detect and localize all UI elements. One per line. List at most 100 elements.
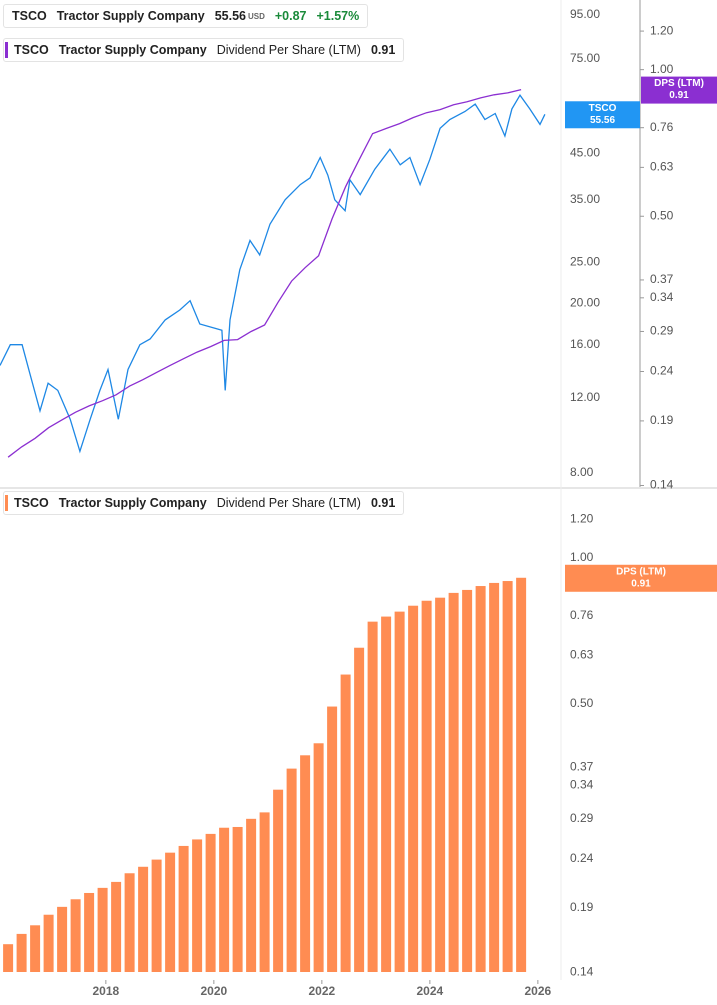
y-tick-label: 8.00 [570, 465, 594, 479]
bar [462, 589, 473, 972]
y-tick-label: 12.00 [570, 390, 600, 404]
bar [205, 833, 216, 972]
bar [273, 789, 284, 972]
x-tick-label: 2024 [417, 984, 444, 998]
legend-name: Tractor Supply Company [58, 43, 207, 57]
legend-value: 0.91 [370, 43, 396, 57]
y-tick-label: 25.00 [570, 254, 600, 268]
y-tick-label: 45.00 [570, 145, 600, 159]
bar [367, 621, 378, 972]
bar [246, 818, 257, 972]
y2-tick-label: 0.76 [650, 120, 674, 134]
y2-tick-label: 0.37 [650, 272, 674, 286]
bar [16, 933, 27, 972]
legend-dps[interactable]: TSCO Tractor Supply Company Dividend Per… [3, 38, 405, 62]
legend-name: Tractor Supply Company [56, 9, 205, 23]
legend-value: 0.91 [370, 496, 396, 510]
bar [3, 944, 14, 972]
legend-currency: USD [247, 11, 265, 21]
y-tick-label: 0.34 [570, 777, 594, 791]
legend-dps-bar[interactable]: TSCO Tractor Supply Company Dividend Per… [3, 491, 405, 515]
x-tick-label: 2026 [525, 984, 552, 998]
y-tick-label: 0.63 [570, 647, 594, 661]
legend-name: Tractor Supply Company [58, 496, 207, 510]
dps-tag-value: 0.91 [669, 90, 689, 101]
y2-tick-label: 0.19 [650, 413, 674, 427]
y-tick-label: 35.00 [570, 192, 600, 206]
bar [178, 845, 189, 972]
bar [300, 755, 311, 972]
price-tag-value: 55.56 [590, 115, 615, 126]
bar [421, 600, 432, 972]
bar [435, 597, 446, 972]
y2-tick-label: 0.34 [650, 290, 674, 304]
bar [57, 906, 68, 972]
y-tick-label: 0.14 [570, 965, 594, 979]
legend-ticker: TSCO [14, 43, 49, 57]
legend-price-value: 55.56 [214, 9, 246, 23]
legend-price[interactable]: TSCO Tractor Supply Company 55.56 USD +0… [3, 4, 369, 28]
y-tick-label: 1.00 [570, 550, 594, 564]
y-tick-label: 95.00 [570, 7, 600, 21]
y2-tick-label: 1.20 [650, 23, 674, 37]
bar [489, 582, 500, 972]
y-tick-label: 20.00 [570, 296, 600, 310]
bar [448, 592, 459, 972]
dps-bar-tag-name: DPS (LTM) [616, 566, 666, 577]
bar [327, 706, 338, 972]
dps-line [7, 88, 522, 458]
bar [84, 892, 95, 972]
bar [219, 827, 230, 972]
price-line [0, 94, 546, 454]
y2-tick-label: 0.29 [650, 324, 674, 338]
bar [43, 914, 54, 972]
legend-change-pct: +1.57% [316, 9, 360, 23]
bar [313, 743, 324, 972]
legend-swatch [5, 42, 8, 58]
bar [97, 887, 108, 972]
y-tick-label: 0.50 [570, 696, 594, 710]
y2-tick-label: 0.24 [650, 364, 674, 378]
y-tick-label: 0.76 [570, 608, 594, 622]
legend-metric: Dividend Per Share (LTM) [216, 43, 361, 57]
dps-tag-name: DPS (LTM) [654, 78, 704, 89]
y-tick-label: 1.20 [570, 512, 594, 526]
x-tick-label: 2018 [92, 984, 119, 998]
legend-change: +0.87 [274, 9, 307, 23]
bar [286, 768, 297, 972]
x-tick-label: 2020 [200, 984, 227, 998]
y2-tick-label: 0.50 [650, 208, 674, 222]
y-tick-label: 75.00 [570, 51, 600, 65]
y-tick-label: 16.00 [570, 337, 600, 351]
bar [475, 586, 486, 972]
y-tick-label: 0.24 [570, 851, 594, 865]
y2-tick-label: 0.63 [650, 160, 674, 174]
bar [394, 611, 405, 972]
dps-bar-tag [565, 564, 717, 592]
bar [381, 616, 392, 972]
bar [502, 581, 513, 972]
price-tag [565, 101, 640, 129]
bar [151, 859, 162, 972]
legend-swatch [5, 495, 8, 511]
y-tick-label: 0.19 [570, 900, 594, 914]
bar [124, 873, 135, 972]
bar [30, 925, 41, 972]
y2-tick-label: 1.00 [650, 62, 674, 76]
bar [354, 647, 365, 972]
y-tick-label: 0.29 [570, 811, 594, 825]
x-tick-label: 2022 [308, 984, 335, 998]
bar [165, 852, 176, 972]
price-tag-name: TSCO [589, 103, 617, 114]
bar [408, 605, 419, 972]
legend-ticker: TSCO [12, 9, 47, 23]
bar [232, 826, 243, 972]
legend-metric: Dividend Per Share (LTM) [216, 496, 361, 510]
y2-tick-label: 0.14 [650, 478, 674, 492]
legend-ticker: TSCO [14, 496, 49, 510]
bar [111, 881, 122, 972]
dps-tag [641, 76, 717, 104]
bar [192, 839, 203, 972]
